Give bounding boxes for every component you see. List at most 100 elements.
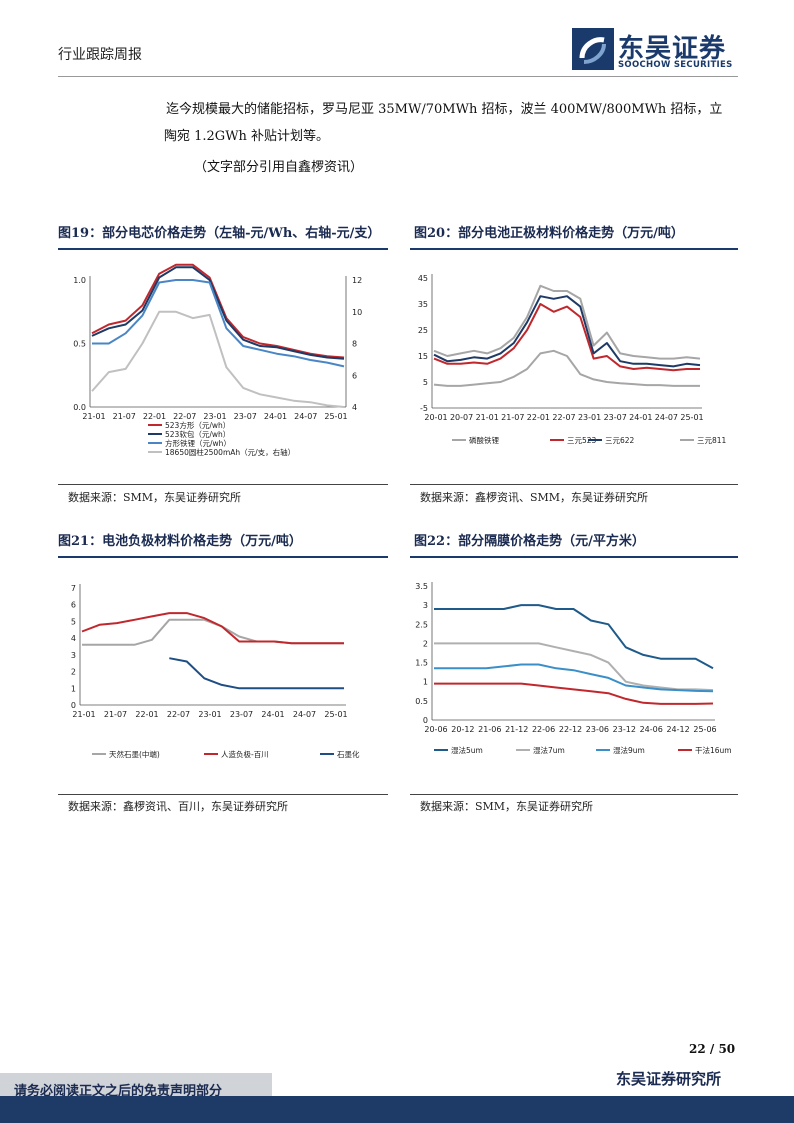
legend-label: 人造负极-百川	[221, 749, 269, 759]
x-tick-label: 24-06	[640, 725, 663, 734]
paragraph-line-1: 迄今规模最大的储能招标，罗马尼亚 35MW/70MWh 招标，波兰 400MW/…	[166, 102, 723, 117]
x-tick-label: 24-12	[666, 725, 689, 734]
legend-label: 523软包（元/wh）	[165, 429, 230, 439]
y2-tick-label: 6	[352, 371, 357, 380]
legend-label: 磷酸铁锂	[469, 435, 499, 445]
x-tick-label: 23-12	[613, 725, 636, 734]
y-tick-label: 35	[418, 300, 428, 309]
figure-20-source-rule	[410, 484, 738, 485]
chart-anode-price: 0 1 2 3 4 5 6 7 21-01 21-07 22-01 22-07 23-01 23-07 24…	[71, 584, 360, 759]
y-tick-label: 5	[423, 378, 428, 387]
series-line	[434, 604, 714, 670]
chart-cell-price: 0.0 0.5 1.0 4 6 8 10 12 21-01 21-07 22-01 22-07 23-0…	[73, 263, 362, 457]
y-tick-label: 3	[71, 651, 76, 660]
x-tick-label: 22-07	[167, 710, 190, 719]
y-tick-label: 1	[71, 684, 76, 693]
series-line	[434, 642, 714, 692]
y-tick-label: 0.0	[73, 403, 86, 412]
x-tick-label: 22-07	[173, 412, 196, 421]
x-tick-label: 24-01	[629, 413, 652, 422]
legend-label: 石墨化	[337, 749, 360, 759]
figure-21-source: 数据来源：鑫椤资讯、百川，东吴证券研究所	[68, 800, 288, 813]
logo-name: 东吴证券	[618, 34, 727, 64]
x-tick-label: 20-01	[424, 413, 447, 422]
y2-tick-label: 12	[352, 276, 362, 285]
figure-22-source-rule	[410, 794, 738, 795]
figure-21-source-rule	[58, 794, 388, 795]
y-tick-label: 5	[71, 617, 76, 626]
chart-separator-price: 0 0.5 1 1.5 2 2.5 3 3.5 20-06 20-12 21-06 21-12 22-0…	[415, 582, 732, 755]
y-tick-label: 0	[423, 716, 428, 725]
x-tick-label: 21-07	[501, 413, 524, 422]
page-number: 22 / 50	[689, 1042, 736, 1056]
y-tick-label: 1.5	[415, 659, 428, 668]
x-tick-label: 20-07	[450, 413, 473, 422]
y-tick-label: 3.5	[415, 582, 428, 591]
series-line	[81, 612, 344, 645]
figure-21-top-rule	[58, 556, 388, 558]
x-tick-label: 22-07	[552, 413, 575, 422]
legend-label: 方形铁锂（元/wh）	[165, 438, 231, 448]
y-tick-label: 0.5	[73, 340, 86, 349]
legend-label: 523方形（元/wh）	[165, 420, 230, 430]
figure-20-source: 数据来源：鑫椤资讯、SMM，东吴证券研究所	[420, 491, 649, 504]
figure-22-title: 图22：部分隔膜价格走势（元/平方米）	[414, 534, 645, 549]
figure-20-top-rule	[410, 248, 738, 250]
footer-org-name: 东吴证券研究所	[616, 1070, 722, 1088]
y-tick-label: 3	[423, 601, 428, 610]
legend-label: 湿法5um	[451, 745, 483, 755]
x-tick-label: 23-07	[230, 710, 253, 719]
header-divider	[58, 76, 738, 77]
x-tick-label: 25-01	[324, 412, 347, 421]
y2-tick-label: 4	[352, 403, 357, 412]
x-tick-label: 21-01	[82, 412, 105, 421]
report-type: 行业跟踪周报	[58, 47, 142, 63]
series-line	[433, 295, 701, 368]
legend-label: 湿法9um	[613, 745, 645, 755]
y-tick-label: 1.0	[73, 276, 86, 285]
x-tick-label: 24-07	[294, 412, 317, 421]
y-tick-label: -5	[420, 404, 428, 413]
x-tick-label: 21-01	[72, 710, 95, 719]
x-tick-label: 24-07	[293, 710, 316, 719]
x-tick-label: 21-01	[476, 413, 499, 422]
footer-bar	[0, 1096, 794, 1123]
series-line	[434, 663, 714, 693]
x-tick-label: 21-07	[104, 710, 127, 719]
x-tick-label: 25-01	[680, 413, 703, 422]
x-tick-label: 20-12	[451, 725, 474, 734]
x-tick-label: 24-01	[261, 710, 284, 719]
x-tick-label: 22-01	[527, 413, 550, 422]
figure-22-top-rule	[410, 556, 738, 558]
brand-logo: 东吴证券 SOOCHOW SECURITIES	[572, 28, 742, 72]
x-tick-label: 21-07	[113, 412, 136, 421]
y-tick-label: 0	[71, 701, 76, 710]
y-tick-label: 0.5	[415, 697, 428, 706]
series-line	[82, 618, 344, 646]
x-tick-label: 22-01	[135, 710, 158, 719]
y2-tick-label: 8	[352, 340, 357, 349]
x-tick-label: 21-12	[505, 725, 528, 734]
x-tick-label: 21-06	[478, 725, 501, 734]
x-tick-label: 20-06	[424, 725, 447, 734]
y-tick-label: 25	[418, 326, 428, 335]
figure-20-title: 图20：部分电池正极材料价格走势（万元/吨）	[414, 226, 684, 241]
figure-22-source: 数据来源：SMM，东吴证券研究所	[420, 800, 594, 813]
series-line	[91, 310, 345, 408]
x-tick-label: 23-07	[604, 413, 627, 422]
legend-label: 湿法7um	[533, 745, 565, 755]
y-tick-label: 1	[423, 678, 428, 687]
series-line	[92, 279, 345, 368]
legend-label: 天然石墨(中端)	[109, 749, 160, 759]
y2-tick-label: 10	[352, 308, 362, 317]
paragraph-citation: （文字部分引用自鑫椤资讯）	[194, 160, 364, 175]
x-tick-label: 22-12	[559, 725, 582, 734]
figure-21-title: 图21：电池负极材料价格走势（万元/吨）	[58, 534, 302, 549]
y-tick-label: 4	[71, 634, 76, 643]
x-tick-label: 23-01	[198, 710, 221, 719]
x-tick-label: 22-06	[532, 725, 555, 734]
series-line	[434, 682, 714, 705]
figure-19-source: 数据来源：SMM，东吴证券研究所	[68, 491, 242, 504]
y-tick-label: 2.5	[415, 620, 428, 629]
body-paragraph: 迄今规模最大的储能招标，罗马尼亚 35MW/70MWh 招标，波兰 400MW/…	[164, 96, 746, 181]
